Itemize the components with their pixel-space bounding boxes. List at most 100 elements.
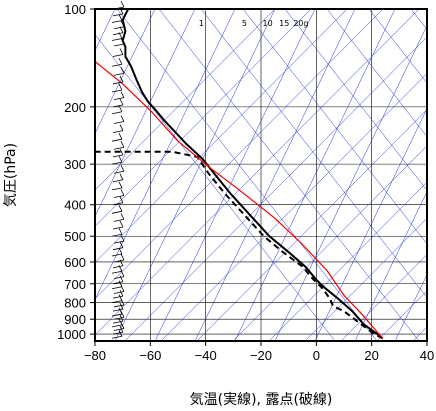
wind-barb xyxy=(112,281,124,285)
x-axis-title: 気温(実線), 露点(破線) xyxy=(190,392,333,408)
wind-barb xyxy=(112,13,124,17)
dry-adiabat-line xyxy=(158,9,420,341)
wind-barb xyxy=(113,26,125,30)
wind-barb xyxy=(112,54,124,57)
wind-barb xyxy=(113,304,125,308)
wind-barb xyxy=(113,240,125,244)
wind-barb xyxy=(111,111,123,115)
adiabat-line xyxy=(412,326,427,341)
wind-barb xyxy=(112,295,124,299)
wind-barb xyxy=(112,202,124,206)
y-tick-label: 200 xyxy=(64,100,86,115)
wind-barb xyxy=(111,210,123,214)
y-tick-label: 900 xyxy=(64,312,86,327)
mixing-ratio-line xyxy=(154,9,316,341)
dry-adiabat-line xyxy=(95,34,336,341)
wind-barb-flag xyxy=(119,148,124,156)
mixing-ratio-line xyxy=(234,9,396,341)
wind-barb-flag xyxy=(120,213,125,220)
wind-barb xyxy=(112,154,124,158)
wind-barb xyxy=(111,161,123,165)
wind-barb-flag xyxy=(120,141,125,148)
wind-barb-flag xyxy=(119,302,124,310)
y-tick-label: 400 xyxy=(64,198,86,213)
wind-barb-flag xyxy=(119,173,124,180)
wind-barb-flag xyxy=(118,14,123,21)
wind-barb-flag xyxy=(118,307,123,315)
wind-barb xyxy=(111,38,123,41)
wind-barb xyxy=(111,20,123,23)
wind-barb-flag xyxy=(118,83,123,91)
mixing-ratio-labels: 1 5 10 15 20g xyxy=(199,19,309,28)
wind-barb-flag xyxy=(118,205,123,212)
adiabat-line xyxy=(196,109,427,341)
plot-frame xyxy=(94,8,428,342)
wind-barb-flag xyxy=(119,241,124,248)
wind-barb-flag xyxy=(118,330,123,337)
wind-barb-flag xyxy=(120,91,125,98)
wind-barb-flag xyxy=(119,48,124,55)
y-tick-label: 800 xyxy=(64,296,86,311)
wind-barb xyxy=(111,270,123,274)
x-tick-label: −40 xyxy=(195,348,217,363)
adiabat-line xyxy=(95,9,276,191)
wind-barb xyxy=(111,138,123,142)
wind-barb-flag xyxy=(118,280,123,287)
adiabat-line xyxy=(160,73,427,341)
wind-barb-flag xyxy=(119,275,124,282)
wind-barb xyxy=(112,104,124,108)
wind-barbs xyxy=(111,0,125,339)
wind-barb-flag xyxy=(118,181,123,189)
axis-tick-labels: −80 −60 −40 −20 0 20 40 100 200 300 400 500 600 700 80… xyxy=(57,2,434,363)
wind-barb xyxy=(111,253,123,257)
wind-barb xyxy=(112,226,124,230)
wind-barb xyxy=(113,72,125,76)
wind-barb-flag xyxy=(119,196,124,203)
wind-barb-flag xyxy=(120,189,125,196)
wind-barb xyxy=(113,259,125,263)
mixing-ratio-line xyxy=(394,274,427,341)
wind-barb xyxy=(111,233,123,237)
wind-barb-flag xyxy=(119,124,124,131)
mixing-ratio-line xyxy=(274,25,427,341)
x-tick-label: −60 xyxy=(139,348,161,363)
wind-barb-flag xyxy=(120,20,125,27)
wind-barb xyxy=(113,170,125,174)
dry-adiabat-line xyxy=(368,9,427,84)
y-axis-title: 気圧(hPa) xyxy=(3,143,19,207)
wind-barb-flag xyxy=(120,234,125,242)
wind-barb xyxy=(111,63,123,67)
wind-barb xyxy=(113,146,125,150)
mixing-ratio-line xyxy=(354,191,427,341)
wind-barb xyxy=(112,130,124,134)
wind-barb xyxy=(111,324,123,328)
wind-barb xyxy=(112,81,124,85)
wind-barb-flag xyxy=(118,132,123,140)
wind-barb-flag xyxy=(120,0,125,8)
dewpoint-line xyxy=(95,150,384,340)
reference-line xyxy=(95,61,384,339)
mixing-ratio-line xyxy=(95,9,196,218)
wind-barb xyxy=(112,179,124,183)
adiabat-line xyxy=(95,9,348,263)
x-tick-label: 0 xyxy=(313,348,320,363)
mixing-ratio-label: 5 xyxy=(242,19,247,28)
wind-barb xyxy=(111,187,123,191)
adiabat-line xyxy=(232,145,427,341)
mixing-ratio-label: 15 xyxy=(279,19,289,28)
wind-barb-flag xyxy=(119,289,124,297)
wind-barb-flag xyxy=(118,58,123,65)
wind-barb xyxy=(111,313,123,317)
wind-barb xyxy=(112,320,124,324)
adiabat-line xyxy=(304,217,427,341)
temperature-line xyxy=(121,9,384,340)
x-tick-label: 20 xyxy=(364,348,378,363)
sounding-profiles xyxy=(95,9,384,340)
y-tick-label: 600 xyxy=(64,255,86,270)
wind-barb xyxy=(113,121,125,124)
wind-barb xyxy=(112,308,124,312)
wind-barb xyxy=(111,89,123,93)
y-tick-label: 500 xyxy=(64,229,86,244)
wind-barb-flag xyxy=(120,165,125,172)
wind-barb xyxy=(113,328,125,331)
